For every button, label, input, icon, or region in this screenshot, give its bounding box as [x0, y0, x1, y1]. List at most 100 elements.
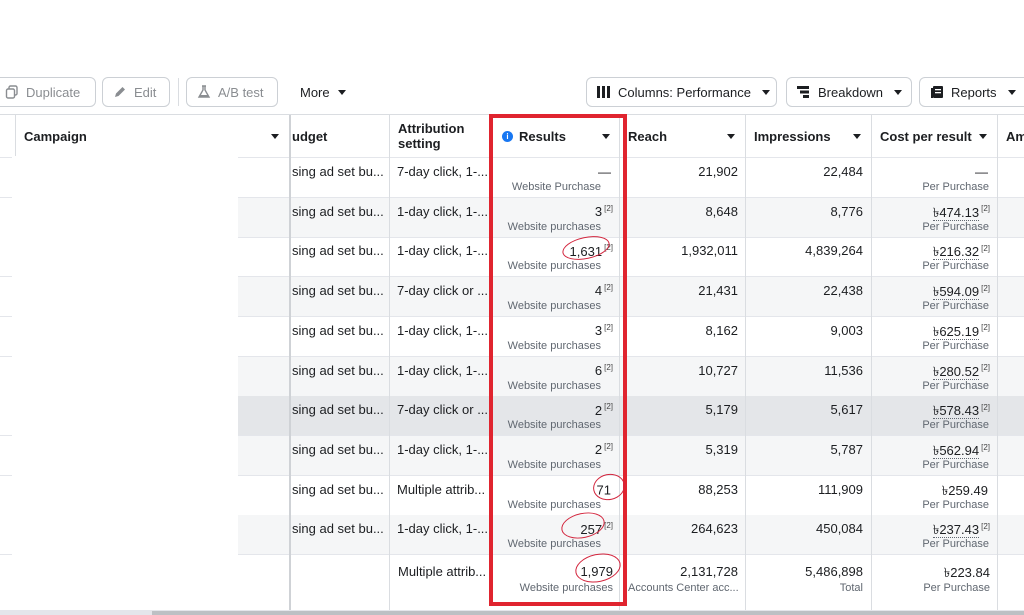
row-checkbox-area[interactable] — [0, 396, 12, 437]
cost-per-result-label: Per Purchase — [922, 419, 989, 432]
column-divider — [619, 115, 620, 611]
column-header-results[interactable]: i Results — [502, 115, 620, 157]
results-value: 71 — [596, 481, 611, 497]
results-cell[interactable]: 4 [2] — [497, 283, 613, 299]
cost-per-result-label: Per Purchase — [922, 300, 989, 313]
more-dropdown[interactable]: More — [300, 77, 346, 107]
results-cell[interactable]: 2 [2] — [497, 441, 613, 458]
summary-reach-value: 2,131,728 — [680, 564, 738, 579]
column-header-campaign[interactable]: Campaign — [24, 115, 289, 157]
column-divider — [15, 115, 16, 157]
row-checkbox-area[interactable] — [0, 277, 12, 318]
cost-per-result-cell[interactable]: ৳562.94 [2] — [875, 442, 990, 463]
edit-label: Edit — [134, 84, 157, 100]
cost-per-result-cell[interactable]: ৳259.49 — [875, 482, 990, 503]
row-checkbox-area[interactable] — [0, 356, 12, 397]
column-header-reach[interactable]: Reach — [628, 115, 745, 157]
summary-row: Multiple attrib... 1,979 Website purchases… — [0, 557, 1024, 609]
footnote-marker: [2] — [981, 204, 990, 214]
cost-per-result-label: Per Purchase — [922, 538, 989, 551]
edit-button[interactable]: Edit — [102, 77, 170, 107]
results-label: Website purchases — [507, 339, 601, 352]
cost-value: ৳237.43 — [932, 522, 980, 539]
row-divider — [0, 474, 1024, 476]
table-row[interactable]: sing ad set bu... Multiple attrib... 71 Web… — [0, 475, 1024, 516]
row-checkbox-area[interactable] — [0, 197, 12, 238]
budget-cell: sing ad set bu... — [292, 402, 384, 418]
cost-per-result-cell[interactable]: ৳237.43 [2] — [875, 521, 990, 542]
footnote-marker: [2] — [604, 441, 613, 451]
row-checkbox-area[interactable] — [0, 237, 12, 278]
column-header-budget[interactable]: udget — [292, 115, 388, 157]
results-cell[interactable]: 257 [2] — [497, 521, 613, 537]
cost-per-result-cell[interactable]: ৳280.52 [2] — [875, 363, 990, 384]
impressions-cell: 111,909 — [817, 481, 863, 497]
results-cell[interactable]: 6 [2] — [497, 363, 613, 378]
cost-per-result-cell[interactable]: ৳216.32 [2] — [875, 243, 990, 264]
cost-per-result-cell[interactable]: ৳625.19 [2] — [875, 323, 990, 344]
column-header-amount[interactable]: Am — [1006, 115, 1024, 157]
column-header-attribution[interactable]: Attribution setting — [398, 115, 484, 157]
table-row[interactable]: sing ad set bu... 1-day click, 1-... 3 [2] W… — [0, 316, 1024, 357]
column-header-impressions[interactable]: Impressions — [754, 115, 871, 157]
row-checkbox-area[interactable] — [0, 316, 12, 357]
cost-per-result-cell[interactable]: ৳594.09 [2] — [875, 283, 990, 304]
flask-icon — [197, 85, 211, 98]
results-label: Website purchases — [507, 419, 601, 432]
reach-cell: 10,727 — [698, 362, 738, 378]
results-cell[interactable]: 2 [2] — [497, 402, 613, 418]
attribution-cell: 1-day click, 1-... — [397, 362, 487, 378]
columns-dropdown[interactable]: Columns: Performance — [586, 77, 777, 107]
toolbar: Duplicate Edit A/B test More Columns: Pe… — [0, 70, 1024, 114]
row-checkbox-area[interactable] — [0, 435, 12, 476]
table-row[interactable]: sing ad set bu... 7-day click, 1-... — Webs… — [0, 158, 1024, 198]
attribution-cell: 7-day click or ... — [397, 402, 487, 418]
results-cell[interactable]: 3 [2] — [497, 204, 613, 220]
chevron-down-icon — [761, 89, 770, 95]
pencil-icon — [115, 87, 125, 97]
row-checkbox-area[interactable] — [0, 158, 12, 198]
cost-value: ৳259.49 — [941, 482, 988, 498]
duplicate-button[interactable]: Duplicate — [0, 77, 96, 107]
chevron-down-icon — [727, 134, 735, 139]
impressions-cell: 9,003 — [830, 322, 863, 338]
cost-per-result-label: Per Purchase — [922, 220, 989, 233]
summary-reach-label: Accounts Center acc... — [628, 582, 739, 594]
cost-per-result-cell[interactable]: ৳578.43 [2] — [875, 402, 990, 423]
results-cell[interactable]: — — [497, 164, 613, 179]
attribution-cell: 1-day click, 1-... — [397, 441, 487, 457]
impressions-cell: 8,776 — [830, 203, 863, 219]
more-label: More — [300, 84, 330, 100]
results-value: 4 — [594, 283, 603, 299]
cost-per-result-cell[interactable]: ৳474.13 [2] — [875, 204, 990, 225]
results-cell[interactable]: 1,631 [2] — [497, 243, 613, 259]
column-divider — [997, 115, 998, 611]
row-checkbox-area[interactable] — [0, 475, 12, 516]
chevron-down-icon — [979, 134, 987, 139]
cost-per-result-cell[interactable]: — — [875, 164, 990, 179]
footnote-marker: [2] — [604, 521, 613, 531]
row-checkbox-area[interactable] — [0, 515, 12, 556]
reach-cell: 21,431 — [698, 283, 738, 299]
column-header-cost-per-result[interactable]: Cost per result — [880, 115, 997, 157]
results-value: 1,631 — [569, 243, 603, 259]
row-divider — [0, 395, 1024, 397]
horizontal-scrollbar[interactable] — [152, 611, 1024, 615]
row-divider — [0, 316, 1024, 318]
results-label: Website purchases — [507, 220, 601, 233]
row-divider — [0, 276, 1024, 278]
results-cell[interactable]: 3 [2] — [497, 323, 613, 339]
row-divider — [0, 197, 1024, 198]
column-divider — [289, 115, 291, 611]
footnote-marker: [2] — [981, 402, 990, 412]
cost-value: ৳474.13 — [932, 204, 980, 221]
impressions-cell: 450,084 — [816, 521, 863, 537]
table-row[interactable]: sing ad set bu... 1-day click, 1-... 1,631… — [0, 237, 1024, 278]
results-value: 3 — [594, 323, 603, 339]
breakdown-dropdown[interactable]: Breakdown — [786, 77, 912, 107]
info-icon[interactable]: i — [502, 130, 513, 142]
reports-dropdown[interactable]: Reports — [919, 77, 1024, 107]
ab-test-button[interactable]: A/B test — [186, 77, 278, 107]
row-divider — [0, 355, 1024, 357]
results-cell[interactable]: 71 — [497, 482, 613, 497]
